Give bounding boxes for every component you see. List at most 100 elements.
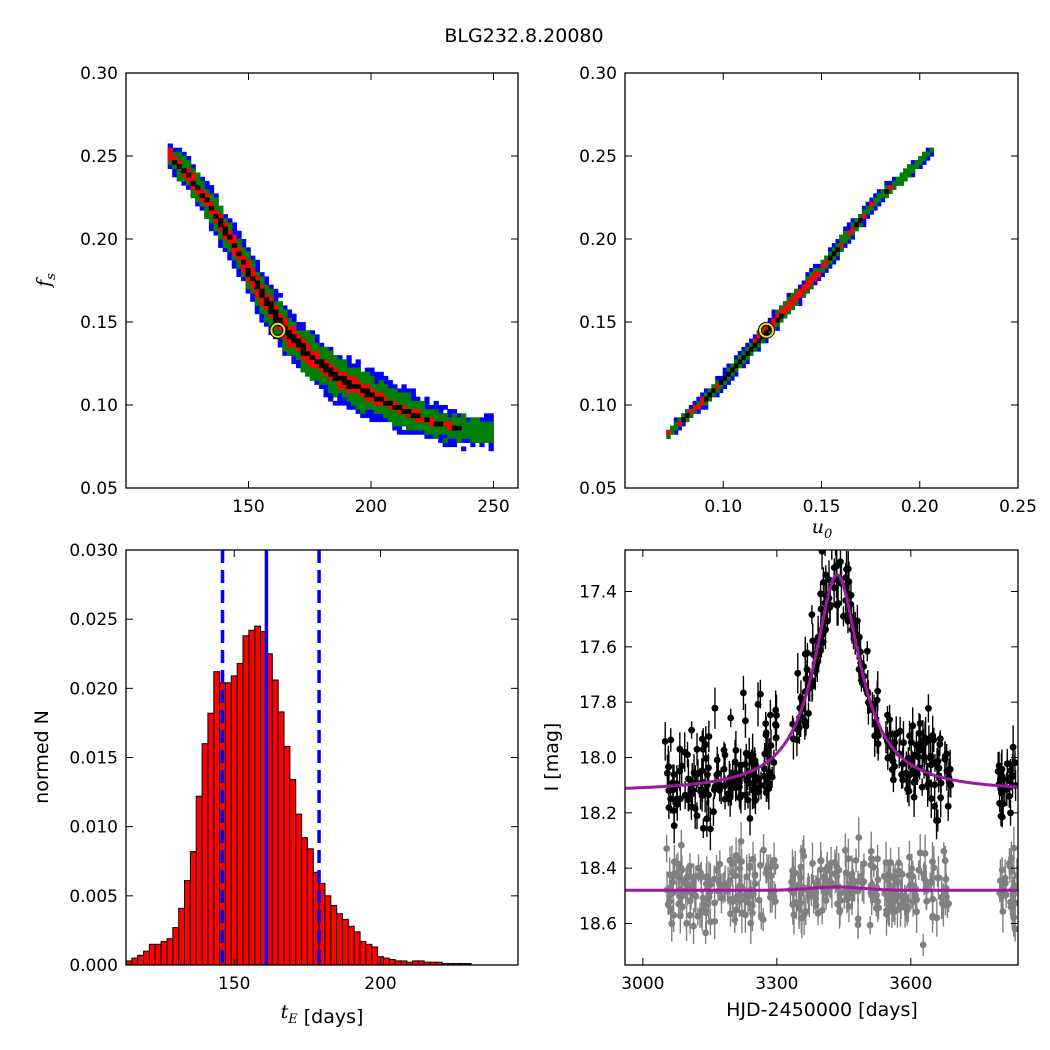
posterior-cell xyxy=(378,371,384,377)
y-tick-label: 0.30 xyxy=(579,64,617,84)
posterior-cell xyxy=(756,346,761,352)
posterior-cell xyxy=(899,176,904,182)
posterior-cell xyxy=(419,409,425,414)
data-point xyxy=(1009,773,1016,780)
data-point xyxy=(809,637,817,645)
posterior-cell xyxy=(410,396,416,402)
posterior-cell xyxy=(828,247,833,252)
posterior-cell xyxy=(259,305,265,311)
posterior-cell xyxy=(474,421,480,427)
posterior-cell xyxy=(700,400,705,406)
posterior-cell xyxy=(351,371,357,377)
posterior-cell xyxy=(236,247,242,252)
posterior-cell xyxy=(816,268,822,273)
data-point xyxy=(946,765,954,773)
data-point xyxy=(918,783,926,791)
posterior-cell xyxy=(236,272,242,277)
data-point xyxy=(790,735,797,743)
posterior-cell xyxy=(903,176,908,182)
posterior-cell xyxy=(707,396,712,402)
posterior-cell xyxy=(360,380,366,385)
posterior-cell xyxy=(364,367,370,373)
posterior-cell xyxy=(351,380,357,385)
posterior-cell xyxy=(300,322,306,327)
posterior-cell xyxy=(850,218,855,223)
posterior-cell xyxy=(277,317,283,323)
posterior-cell xyxy=(831,251,837,257)
data-point xyxy=(749,909,756,917)
histogram-bar xyxy=(301,837,308,965)
posterior-cell xyxy=(479,429,485,435)
data-point xyxy=(855,834,863,841)
posterior-cell xyxy=(797,284,803,290)
posterior-cell xyxy=(378,380,384,385)
posterior-cell xyxy=(282,309,288,315)
data-point xyxy=(688,726,695,734)
posterior-cell xyxy=(401,396,407,402)
posterior-cell xyxy=(415,400,421,406)
data-point xyxy=(798,914,806,922)
posterior-cell xyxy=(309,330,315,336)
data-point xyxy=(678,893,686,900)
posterior-cell xyxy=(364,413,370,418)
posterior-cell xyxy=(236,251,242,257)
posterior-cell xyxy=(410,405,416,410)
posterior-cell xyxy=(854,222,859,228)
x-tick-label: 200 xyxy=(355,497,387,517)
posterior-cell xyxy=(835,255,840,261)
posterior-cell xyxy=(767,326,773,331)
label-part: t xyxy=(281,1001,289,1023)
data-point xyxy=(824,617,831,625)
posterior-cell xyxy=(323,384,329,389)
histogram-bar xyxy=(306,848,314,965)
posterior-cell xyxy=(401,405,407,410)
posterior-cell xyxy=(286,309,293,315)
data-point xyxy=(729,868,736,876)
y-tick-label: 0.15 xyxy=(80,313,118,333)
posterior-cell xyxy=(360,375,366,381)
posterior-cell xyxy=(296,351,302,356)
posterior-cell xyxy=(378,400,384,406)
posterior-cell xyxy=(484,413,490,418)
posterior-cell xyxy=(236,268,242,273)
posterior-cell xyxy=(291,346,297,352)
data-point xyxy=(896,727,904,735)
posterior-cell xyxy=(282,322,288,327)
posterior-cell xyxy=(319,367,325,373)
data-point xyxy=(826,601,834,609)
posterior-cell xyxy=(461,425,467,431)
posterior-cell xyxy=(839,247,844,252)
data-point xyxy=(851,887,858,895)
posterior-cell xyxy=(218,210,224,215)
posterior-cell xyxy=(364,400,370,406)
posterior-cell xyxy=(305,355,311,360)
posterior-cell xyxy=(286,317,293,323)
posterior-cell xyxy=(319,375,325,381)
posterior-cell xyxy=(401,409,407,414)
posterior-cell xyxy=(231,239,237,244)
posterior-cell xyxy=(786,292,791,298)
posterior-cell xyxy=(479,425,485,431)
data-point xyxy=(871,732,879,740)
posterior-cell xyxy=(824,268,829,273)
posterior-cell xyxy=(300,338,306,344)
y-tick-label: 17.4 xyxy=(579,583,617,603)
data-point xyxy=(868,855,875,862)
posterior-cell xyxy=(195,172,201,178)
posterior-cell xyxy=(820,272,825,277)
posterior-cell xyxy=(861,214,867,219)
posterior-cell xyxy=(374,400,380,406)
posterior-cell xyxy=(438,429,444,435)
posterior-cell xyxy=(387,380,393,385)
posterior-cell xyxy=(383,409,389,414)
posterior-cell xyxy=(470,429,476,435)
posterior-cell xyxy=(291,317,297,323)
posterior-cell xyxy=(888,189,893,194)
posterior-cell xyxy=(374,417,380,423)
posterior-cell xyxy=(204,193,210,199)
posterior-cell xyxy=(300,346,306,352)
posterior-cell xyxy=(355,371,361,377)
posterior-cell xyxy=(918,160,923,165)
y-tick-label: 18.2 xyxy=(579,804,617,824)
posterior-cell xyxy=(794,292,799,298)
